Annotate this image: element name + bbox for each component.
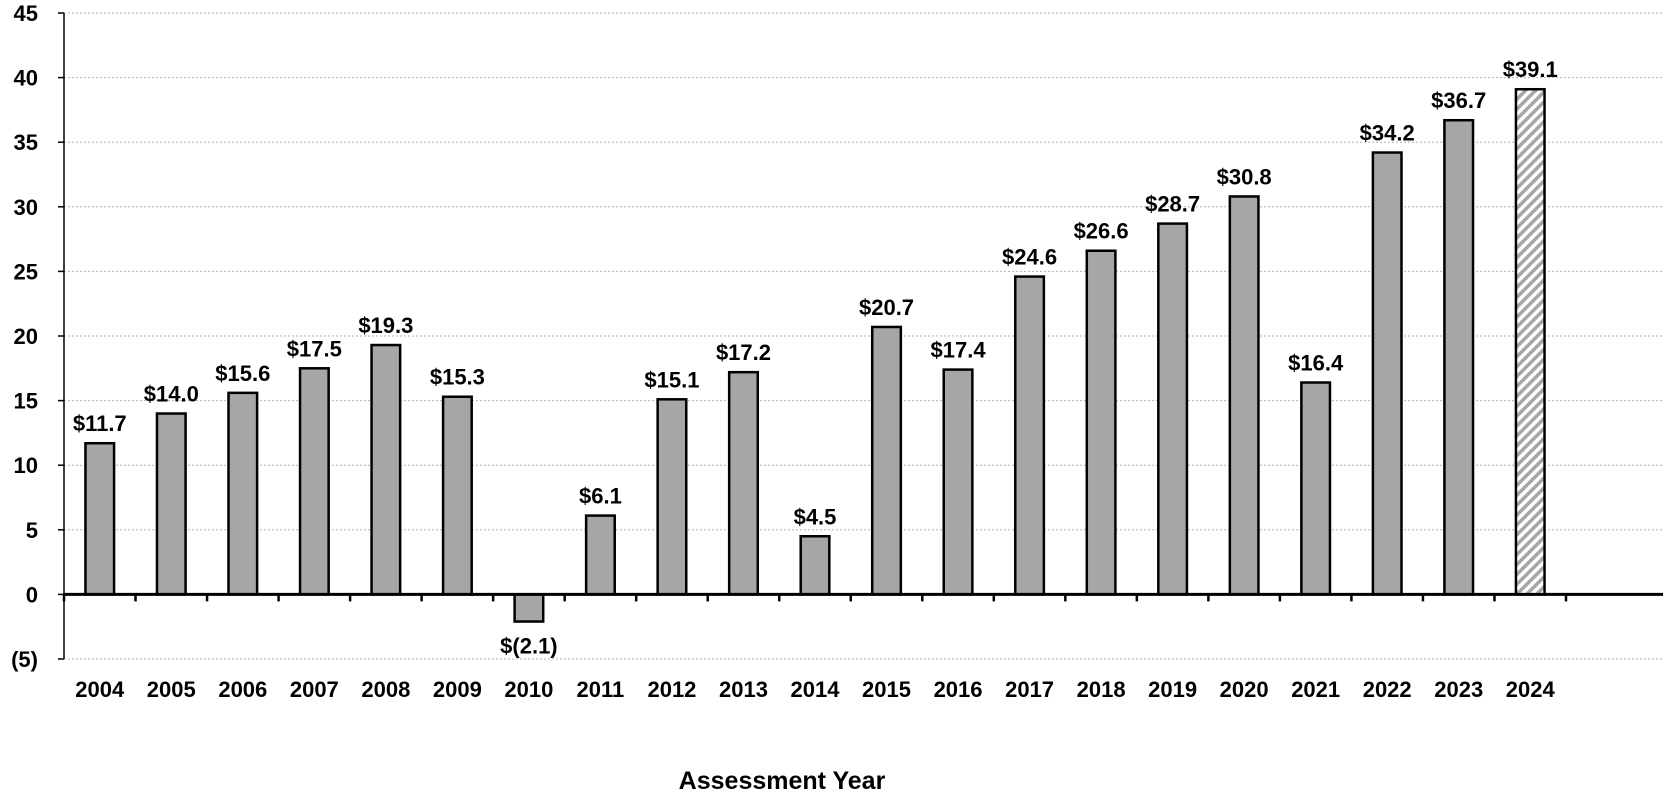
x-axis-title: Assessment Year xyxy=(679,767,886,795)
bar-2012 xyxy=(656,398,688,596)
y-tick-label: 45 xyxy=(14,1,38,26)
data-label-2017: $24.6 xyxy=(1002,245,1057,270)
bar-2007 xyxy=(298,367,330,596)
x-tick-label-2017: 2017 xyxy=(1005,677,1054,702)
bar-2005 xyxy=(155,412,187,596)
data-label-2014: $4.5 xyxy=(794,504,837,529)
y-tick-label: 15 xyxy=(14,389,38,414)
x-tick-label-2005: 2005 xyxy=(147,677,196,702)
y-tick-label: 20 xyxy=(14,324,38,349)
y-tick-label: 30 xyxy=(14,195,38,220)
y-tick-label: 5 xyxy=(26,518,38,543)
bar-2018 xyxy=(1085,249,1117,596)
data-label-2009: $15.3 xyxy=(430,365,485,390)
bar-2020 xyxy=(1228,195,1260,596)
data-label-2015: $20.7 xyxy=(859,295,914,320)
data-label-2012: $15.1 xyxy=(644,367,699,392)
y-tick-label: 35 xyxy=(14,130,38,155)
y-tick-label: 40 xyxy=(14,66,38,91)
data-label-2022: $34.2 xyxy=(1360,121,1415,146)
data-label-2021: $16.4 xyxy=(1288,351,1344,376)
x-tick-label-2014: 2014 xyxy=(791,677,841,702)
x-tick-label-2010: 2010 xyxy=(504,677,553,702)
bar-2008 xyxy=(370,343,402,596)
x-tick-label-2021: 2021 xyxy=(1291,677,1340,702)
x-tick-label-2011: 2011 xyxy=(577,677,625,702)
axes: (5) 0 5 10 15 20 25 30 35 40 45 2004 2005 2006 2007 200… xyxy=(11,1,1663,702)
data-label-2004: $11.7 xyxy=(73,411,127,436)
x-tick-label-2015: 2015 xyxy=(862,677,911,702)
bar-2011 xyxy=(584,514,616,596)
data-label-2011: $6.1 xyxy=(579,484,622,509)
x-tick-label-2009: 2009 xyxy=(433,677,482,702)
x-tick-label-2012: 2012 xyxy=(647,677,696,702)
data-label-2007: $17.5 xyxy=(287,336,342,361)
bar-2010 xyxy=(513,593,545,623)
data-label-2010: $(2.1) xyxy=(500,634,557,659)
data-label-2008: $19.3 xyxy=(358,313,413,338)
y-tick-label: (5) xyxy=(11,647,38,672)
bar-2017 xyxy=(1014,275,1046,596)
bar-2006 xyxy=(227,391,259,596)
x-tick-label-2007: 2007 xyxy=(290,677,339,702)
bar-2015 xyxy=(870,325,903,596)
x-tick-label-2006: 2006 xyxy=(218,677,267,702)
data-labels: $11.7 $14.0 $15.6 $17.5 $19.3 $15.3 $(2.1) $6.1… xyxy=(73,57,1558,658)
y-tick-label: 10 xyxy=(14,453,38,478)
data-label-2006: $15.6 xyxy=(215,361,270,386)
data-label-2020: $30.8 xyxy=(1217,164,1272,189)
x-tick-label-2004: 2004 xyxy=(75,677,125,702)
data-label-2005: $14.0 xyxy=(144,382,199,407)
bar-2022 xyxy=(1371,151,1403,596)
x-tick-label-2019: 2019 xyxy=(1148,677,1197,702)
bar-2014 xyxy=(799,535,831,596)
bar-2021 xyxy=(1300,381,1332,596)
x-tick-label-2008: 2008 xyxy=(361,677,410,702)
y-tick-label: 0 xyxy=(26,582,38,607)
bar-2009 xyxy=(441,395,473,596)
x-tick-label-2024: 2024 xyxy=(1506,677,1556,702)
bar-2024 xyxy=(1514,87,1546,596)
data-label-2016: $17.4 xyxy=(931,338,987,363)
bar-2013 xyxy=(727,370,760,596)
data-label-2013: $17.2 xyxy=(716,340,771,365)
bar-2016 xyxy=(942,368,974,596)
data-label-2018: $26.6 xyxy=(1074,219,1129,244)
x-tick-label-2022: 2022 xyxy=(1363,677,1412,702)
x-tick-label-2020: 2020 xyxy=(1220,677,1269,702)
data-label-2024: $39.1 xyxy=(1503,57,1558,82)
bar-2023 xyxy=(1443,118,1475,596)
data-label-2019: $28.7 xyxy=(1145,192,1200,217)
y-tick-label: 25 xyxy=(14,259,38,284)
x-tick-label-2023: 2023 xyxy=(1434,677,1483,702)
bar-2019 xyxy=(1157,222,1189,596)
bars xyxy=(84,87,1546,623)
x-tick-label-2018: 2018 xyxy=(1077,677,1126,702)
data-label-2023: $36.7 xyxy=(1431,88,1486,113)
bar-2004 xyxy=(84,441,116,596)
x-tick-label-2016: 2016 xyxy=(934,677,983,702)
x-tick-label-2013: 2013 xyxy=(719,677,768,702)
